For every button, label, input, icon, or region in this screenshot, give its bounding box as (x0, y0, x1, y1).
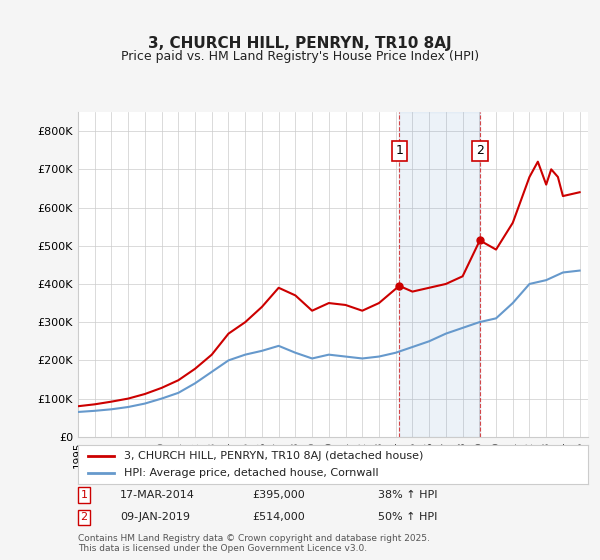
Text: Price paid vs. HM Land Registry's House Price Index (HPI): Price paid vs. HM Land Registry's House … (121, 50, 479, 63)
Text: 3, CHURCH HILL, PENRYN, TR10 8AJ (detached house): 3, CHURCH HILL, PENRYN, TR10 8AJ (detach… (124, 451, 423, 461)
Text: 3, CHURCH HILL, PENRYN, TR10 8AJ: 3, CHURCH HILL, PENRYN, TR10 8AJ (148, 36, 452, 52)
Text: 50% ↑ HPI: 50% ↑ HPI (378, 512, 437, 522)
Bar (399, 112, 480, 437)
Text: 1: 1 (80, 490, 88, 500)
Text: 17-MAR-2014: 17-MAR-2014 (120, 490, 195, 500)
Text: Contains HM Land Registry data © Crown copyright and database right 2025.
This d: Contains HM Land Registry data © Crown c… (78, 534, 430, 553)
Text: 38% ↑ HPI: 38% ↑ HPI (378, 490, 437, 500)
Text: 2: 2 (476, 144, 484, 157)
Text: 1: 1 (395, 144, 403, 157)
Text: £514,000: £514,000 (252, 512, 305, 522)
Text: 09-JAN-2019: 09-JAN-2019 (120, 512, 190, 522)
Text: 2: 2 (80, 512, 88, 522)
Text: £395,000: £395,000 (252, 490, 305, 500)
Text: HPI: Average price, detached house, Cornwall: HPI: Average price, detached house, Corn… (124, 468, 379, 478)
